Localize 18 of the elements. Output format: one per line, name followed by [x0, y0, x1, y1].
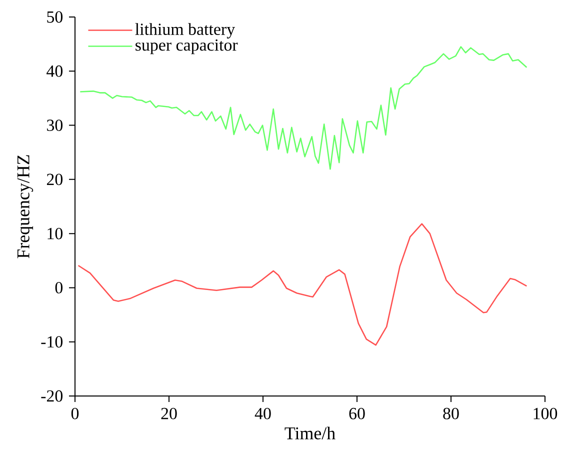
y-tick-label: 40 [46, 65, 63, 77]
x-axis-title: Time/h [284, 426, 336, 440]
legend-label: lithium battery [135, 23, 236, 38]
y-tick-label: 0 [55, 282, 63, 294]
y-tick-label: 30 [47, 120, 63, 132]
y-tick-label: 50 [47, 11, 63, 23]
x-tick-label: 80 [443, 408, 459, 420]
x-tick-label: 40 [254, 408, 271, 420]
legend-label: super capacitor [136, 39, 238, 54]
x-tick-label: 0 [71, 408, 79, 420]
y-tick-label: -20 [41, 390, 63, 402]
y-tick-label: 10 [48, 228, 63, 240]
x-tick-label: 20 [161, 408, 177, 420]
y-tick-label: -10 [41, 336, 63, 348]
y-axis-title: Frequency/HZ [17, 155, 34, 258]
x-tick-label: 100 [534, 408, 558, 420]
y-tick-label: 20 [46, 174, 63, 186]
x-tick-label: 60 [349, 408, 365, 420]
